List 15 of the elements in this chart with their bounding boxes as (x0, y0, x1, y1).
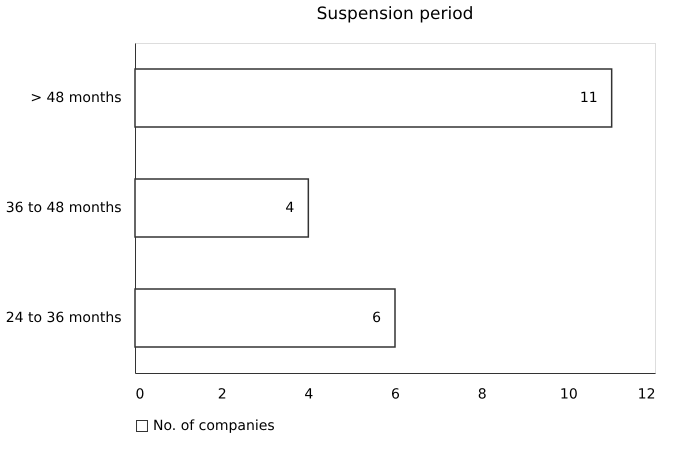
x-tick-label: 4 (304, 386, 314, 402)
x-tick-label: 8 (478, 386, 487, 402)
chart-title: Suspension period (316, 4, 474, 24)
y-tick-label: 36 to 48 months (6, 200, 122, 216)
data-label: 6 (372, 310, 382, 326)
y-tick-label: 24 to 36 months (6, 310, 122, 326)
y-tick-label: > 48 months (30, 90, 122, 106)
x-tick-label: 0 (136, 386, 144, 402)
x-tick-label: 6 (391, 386, 400, 402)
x-tick-label: 2 (218, 386, 227, 402)
legend-label: No. of companies (153, 418, 275, 434)
data-label: 4 (285, 200, 294, 216)
x-tick-label: 10 (560, 386, 578, 402)
x-tick-label: 12 (638, 386, 656, 402)
data-label: 11 (580, 90, 598, 106)
